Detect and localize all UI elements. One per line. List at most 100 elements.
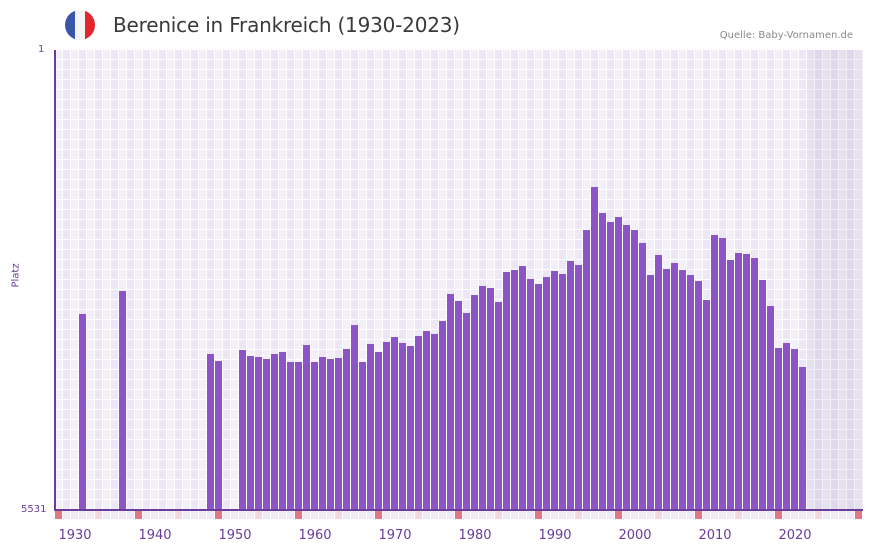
year-marker	[383, 511, 390, 519]
year-marker	[759, 511, 766, 519]
bar-1988[interactable]	[535, 284, 542, 510]
bar-1976[interactable]	[439, 321, 446, 510]
france-flag-icon	[65, 10, 95, 40]
bar-1999[interactable]	[623, 225, 630, 510]
bar-1986[interactable]	[519, 266, 526, 510]
bar-2012[interactable]	[727, 259, 734, 510]
bar-1989[interactable]	[543, 277, 550, 510]
year-marker	[711, 511, 718, 519]
bar-1987[interactable]	[527, 279, 534, 510]
bar-1985[interactable]	[511, 270, 518, 510]
bar-1996[interactable]	[599, 213, 606, 510]
bar-1962[interactable]	[327, 358, 334, 510]
bar-1954[interactable]	[263, 358, 270, 510]
chart-title: Berenice in Frankreich (1930-2023)	[113, 13, 460, 37]
bar-2003[interactable]	[655, 254, 662, 510]
bar-1982[interactable]	[487, 288, 494, 510]
year-marker	[847, 511, 854, 519]
bar-2004[interactable]	[663, 269, 670, 510]
year-marker	[727, 511, 734, 519]
year-marker	[207, 511, 214, 519]
bar-2018[interactable]	[775, 347, 782, 510]
bar-2000[interactable]	[631, 230, 638, 510]
bar-1972[interactable]	[407, 345, 414, 510]
bar-2021[interactable]	[799, 366, 806, 510]
bar-1978[interactable]	[455, 300, 462, 510]
bar-1992[interactable]	[567, 260, 574, 510]
x-tick-label: 2000	[618, 528, 652, 543]
year-marker	[519, 511, 526, 519]
year-marker	[239, 511, 246, 519]
bar-1960[interactable]	[311, 361, 318, 510]
bar-1947[interactable]	[207, 353, 214, 510]
year-marker	[215, 511, 222, 519]
bar-1967[interactable]	[367, 343, 374, 510]
year-marker	[815, 511, 822, 519]
bar-1974[interactable]	[423, 331, 430, 510]
bar-2002[interactable]	[647, 275, 654, 510]
year-marker	[839, 511, 846, 519]
bar-1990[interactable]	[551, 271, 558, 510]
bar-1994[interactable]	[583, 230, 590, 510]
year-marker	[807, 511, 814, 519]
year-marker	[799, 511, 806, 519]
year-marker	[151, 511, 158, 519]
bar-1984[interactable]	[503, 272, 510, 510]
bar-2014[interactable]	[743, 253, 750, 510]
bar-1977[interactable]	[447, 293, 454, 510]
bar-1951[interactable]	[239, 349, 246, 510]
year-marker	[71, 511, 78, 519]
bar-1983[interactable]	[495, 301, 502, 510]
bar-2011[interactable]	[719, 238, 726, 510]
bar-1980[interactable]	[471, 294, 478, 510]
bar-2010[interactable]	[711, 235, 718, 510]
bar-1931[interactable]	[79, 314, 86, 510]
bar-1993[interactable]	[575, 264, 582, 510]
bar-1991[interactable]	[559, 274, 566, 510]
bar-2017[interactable]	[767, 305, 774, 510]
bar-1971[interactable]	[399, 342, 406, 510]
bar-2005[interactable]	[671, 263, 678, 510]
year-marker	[455, 511, 462, 519]
bar-1966[interactable]	[359, 361, 366, 510]
bar-2020[interactable]	[791, 348, 798, 510]
bar-1979[interactable]	[463, 313, 470, 510]
bar-1956[interactable]	[279, 351, 286, 510]
year-marker	[343, 511, 350, 519]
bar-1997[interactable]	[607, 222, 614, 510]
bar-1965[interactable]	[351, 325, 358, 510]
bar-1948[interactable]	[215, 360, 222, 510]
bar-1953[interactable]	[255, 356, 262, 510]
bar-1936[interactable]	[119, 290, 126, 510]
year-marker	[327, 511, 334, 519]
x-tick-label: 1960	[298, 528, 332, 543]
year-marker	[271, 511, 278, 519]
bar-2019[interactable]	[783, 342, 790, 510]
bar-2016[interactable]	[759, 280, 766, 510]
y-axis-title: Platz	[10, 263, 22, 288]
bar-1969[interactable]	[383, 341, 390, 510]
bar-2015[interactable]	[751, 257, 758, 510]
bar-1973[interactable]	[415, 335, 422, 510]
bar-2009[interactable]	[703, 299, 710, 510]
bar-2008[interactable]	[695, 281, 702, 510]
bar-1975[interactable]	[431, 334, 438, 510]
flag-blue	[65, 10, 75, 40]
bar-2013[interactable]	[735, 252, 742, 510]
bar-2007[interactable]	[687, 275, 694, 510]
bar-1961[interactable]	[319, 356, 326, 510]
bar-1958[interactable]	[295, 361, 302, 510]
bar-2006[interactable]	[679, 270, 686, 510]
bar-1957[interactable]	[287, 361, 294, 510]
bar-1952[interactable]	[247, 355, 254, 510]
bar-1963[interactable]	[335, 357, 342, 510]
bar-1981[interactable]	[479, 286, 486, 510]
bar-1968[interactable]	[375, 351, 382, 510]
bar-1995[interactable]	[591, 187, 598, 510]
bar-1964[interactable]	[343, 348, 350, 510]
bar-1959[interactable]	[303, 344, 310, 510]
bar-1998[interactable]	[615, 217, 622, 510]
bar-2001[interactable]	[639, 242, 646, 510]
bar-1970[interactable]	[391, 336, 398, 510]
bar-1955[interactable]	[271, 353, 278, 510]
